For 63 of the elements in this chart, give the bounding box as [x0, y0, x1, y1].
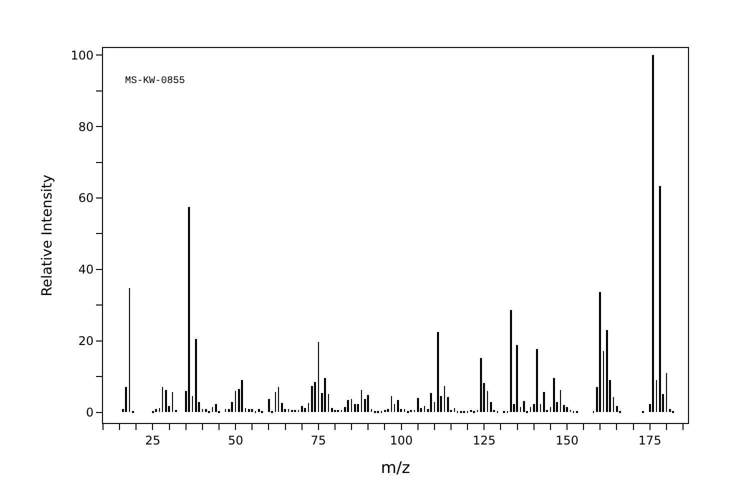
- bar: [490, 402, 492, 412]
- bar: [354, 404, 356, 412]
- bar: [566, 407, 568, 412]
- bar: [188, 207, 190, 412]
- bar: [510, 310, 512, 412]
- bar: [523, 401, 525, 412]
- bar: [659, 186, 661, 412]
- bar: [553, 378, 555, 412]
- bar: [357, 404, 359, 412]
- y-tick-label: 20: [78, 334, 94, 348]
- bar: [364, 399, 366, 412]
- bar: [347, 400, 349, 412]
- x-axis-title: m/z: [380, 458, 410, 478]
- bar: [215, 404, 217, 412]
- x-tick-label: 125: [472, 433, 496, 448]
- bar: [248, 409, 250, 412]
- bar: [205, 409, 207, 412]
- bar: [599, 292, 601, 412]
- bar: [195, 339, 197, 412]
- bar: [241, 380, 243, 412]
- x-tick-label: 150: [556, 433, 578, 448]
- bar: [268, 399, 270, 412]
- bar: [304, 408, 306, 412]
- bar: [155, 409, 157, 412]
- bar: [543, 392, 545, 412]
- bar: [387, 409, 389, 412]
- bar: [437, 332, 439, 412]
- y-tick-label: 80: [78, 120, 94, 134]
- bar: [563, 405, 565, 412]
- bar: [251, 409, 253, 412]
- y-tick-label: 40: [78, 262, 94, 277]
- bar: [258, 409, 260, 412]
- x-tick-label: 75: [310, 433, 326, 448]
- bar: [165, 390, 167, 412]
- annotation: MS-KW-0855: [125, 76, 186, 87]
- bar: [125, 387, 127, 412]
- bar: [311, 386, 313, 412]
- x-tick-label: 175: [638, 433, 662, 448]
- bar: [616, 406, 618, 412]
- bar: [231, 402, 233, 412]
- bar: [314, 382, 316, 412]
- bar: [324, 378, 326, 412]
- bar: [480, 358, 482, 412]
- bar: [669, 409, 671, 412]
- y-tick-label: 0: [86, 405, 94, 420]
- bar: [367, 395, 369, 412]
- bar: [536, 349, 538, 412]
- bar: [430, 393, 432, 412]
- bar: [652, 55, 654, 412]
- x-tick-label: 100: [390, 433, 413, 448]
- bar: [516, 345, 518, 412]
- bar: [417, 398, 419, 412]
- bar: [397, 400, 399, 412]
- x-tick-label: 25: [145, 433, 160, 448]
- y-axis-title: Relative Intensity: [39, 174, 56, 296]
- bar: [447, 397, 449, 412]
- bar: [301, 406, 303, 412]
- y-tick-label: 100: [70, 48, 94, 62]
- x-tick-label: 50: [228, 433, 244, 448]
- bar: [281, 403, 283, 412]
- bar: [331, 408, 333, 412]
- bar: [606, 330, 608, 412]
- y-tick-label: 60: [78, 191, 94, 206]
